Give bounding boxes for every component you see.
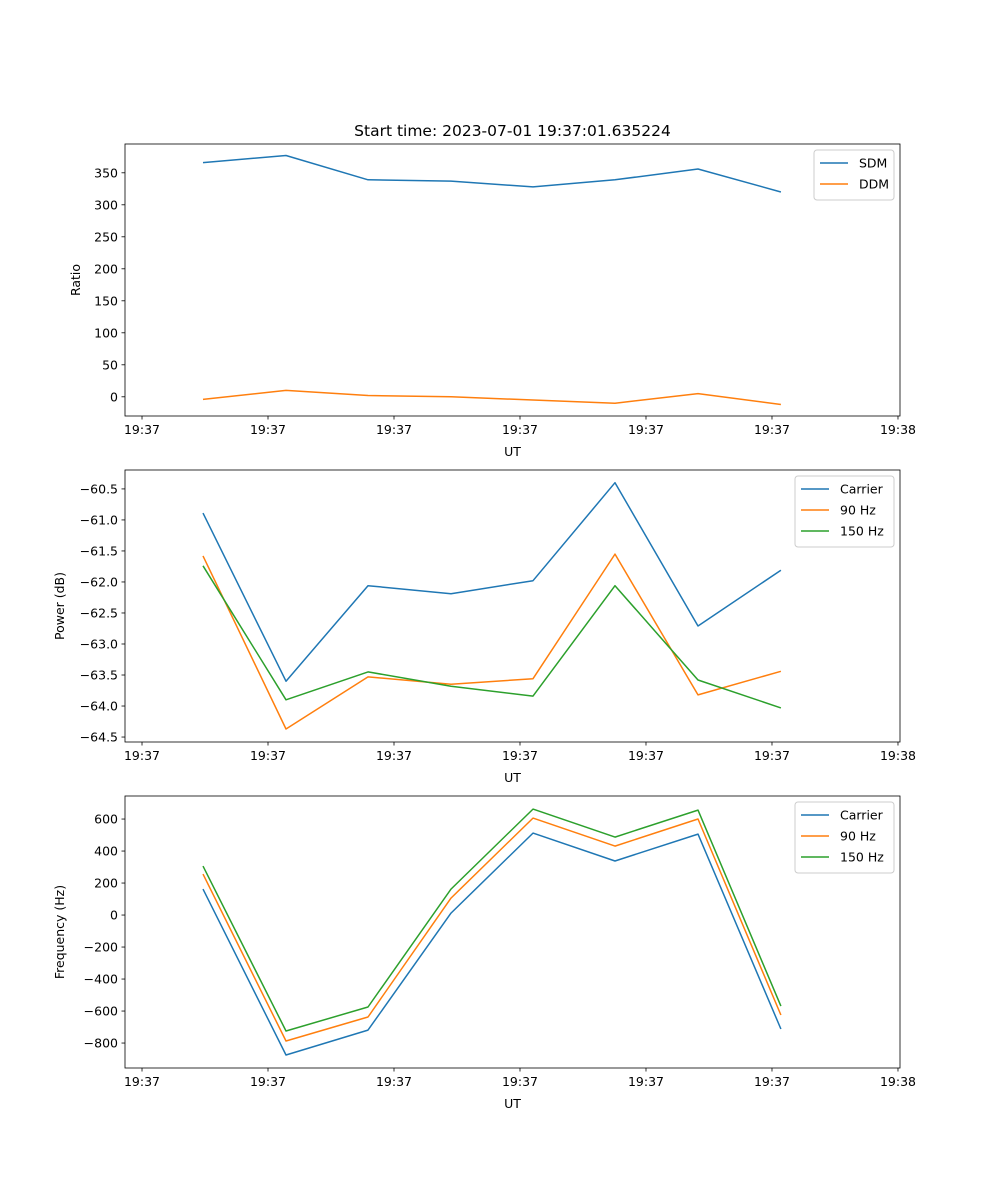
legend-label: 150 Hz — [840, 850, 884, 865]
x-tick-label: 19:37 — [250, 748, 286, 763]
y-tick-label: 0 — [110, 908, 118, 923]
legend-box — [794, 475, 895, 548]
legend-label: Carrier — [840, 482, 884, 497]
y-tick-label: −64.5 — [80, 730, 118, 745]
x-tick-label: 19:38 — [880, 1074, 916, 1089]
x-tick-label: 19:37 — [250, 422, 286, 437]
x-axis-label: UT — [504, 444, 521, 459]
x-tick-label: 19:37 — [754, 422, 790, 437]
x-tick-label: 19:37 — [754, 748, 790, 763]
y-tick-label: −63.5 — [80, 668, 118, 683]
y-tick-label: 100 — [94, 325, 118, 340]
legend-label: 90 Hz — [840, 503, 876, 518]
y-tick-label: 50 — [102, 357, 118, 372]
y-tick-label: 300 — [94, 197, 118, 212]
y-tick-label: −64.0 — [80, 699, 118, 714]
series-line-carrier — [202, 832, 782, 1056]
y-tick-label: 600 — [94, 812, 118, 827]
series-line-ddm — [202, 389, 781, 406]
x-tick-label: 19:37 — [250, 1074, 286, 1089]
legend: Carrier 90 Hz 150 Hz — [794, 475, 895, 548]
subplot-1: 19:37 19:37 19:37 19:37 19:37 19:37 19:38 UT 0 50… — [68, 143, 916, 459]
x-tick-label: 19:37 — [124, 748, 160, 763]
y-tick-label: −61.0 — [80, 512, 118, 527]
y-tick-label: −62.0 — [80, 574, 118, 589]
legend-label: SDM — [859, 156, 887, 171]
figure-title: Start time: 2023-07-01 19:37:01.635224 — [354, 122, 671, 140]
y-axis-label: Ratio — [68, 264, 83, 296]
x-tick-label: 19:37 — [376, 422, 412, 437]
x-tick-label: 19:37 — [376, 748, 412, 763]
y-tick-label: −400 — [84, 972, 118, 987]
y-tick-label: −63.0 — [80, 636, 118, 651]
x-tick-label: 19:37 — [628, 748, 664, 763]
legend-label: Carrier — [840, 808, 884, 823]
axes-frame — [124, 143, 901, 417]
legend: Carrier 90 Hz 150 Hz — [794, 801, 895, 874]
y-tick-label: 200 — [94, 261, 118, 276]
series-line-150-hz — [202, 565, 782, 709]
y-tick-label: −800 — [84, 1036, 118, 1051]
x-tick-label: 19:37 — [628, 422, 664, 437]
axes-frame — [124, 795, 901, 1069]
x-tick-label: 19:37 — [124, 1074, 160, 1089]
series-line-carrier — [202, 481, 782, 682]
subplot-2: 19:37 19:37 19:37 19:37 19:37 19:37 19:38 UT −64… — [52, 469, 916, 785]
x-tick-label: 19:37 — [376, 1074, 412, 1089]
y-tick-label: −600 — [84, 1004, 118, 1019]
y-tick-label: 150 — [94, 293, 118, 308]
series-line-sdm — [202, 154, 782, 193]
y-tick-label: 400 — [94, 844, 118, 859]
x-tick-label: 19:37 — [124, 422, 160, 437]
x-tick-label: 19:37 — [502, 422, 538, 437]
y-tick-label: 350 — [94, 165, 118, 180]
series-line-150-hz — [202, 808, 782, 1032]
series-line-90-hz — [202, 817, 782, 1042]
x-tick-label: 19:37 — [502, 748, 538, 763]
legend-box — [794, 801, 895, 874]
y-axis-label: Power (dB) — [52, 572, 67, 640]
y-tick-label: 200 — [94, 876, 118, 891]
y-tick-label: −61.5 — [80, 543, 118, 558]
subplot-3: 19:37 19:37 19:37 19:37 19:37 19:37 19:38 UT −80… — [52, 795, 916, 1111]
legend-label: DDM — [859, 177, 889, 192]
x-tick-label: 19:38 — [880, 422, 916, 437]
x-tick-label: 19:37 — [628, 1074, 664, 1089]
y-axis-label: Frequency (Hz) — [52, 885, 67, 979]
x-tick-label: 19:37 — [502, 1074, 538, 1089]
legend-label: 150 Hz — [840, 524, 884, 539]
x-tick-label: 19:37 — [754, 1074, 790, 1089]
x-axis-label: UT — [504, 770, 521, 785]
y-tick-label: −200 — [84, 940, 118, 955]
y-tick-label: −60.5 — [80, 481, 118, 496]
x-axis-label: UT — [504, 1096, 521, 1111]
axes-frame — [124, 469, 901, 743]
legend-label: 90 Hz — [840, 829, 876, 844]
y-tick-label: −62.5 — [80, 605, 118, 620]
y-tick-label: 0 — [110, 389, 118, 404]
legend: SDM DDM — [813, 149, 895, 201]
y-tick-label: 250 — [94, 229, 118, 244]
series-line-90-hz — [202, 553, 782, 730]
x-tick-label: 19:38 — [880, 748, 916, 763]
